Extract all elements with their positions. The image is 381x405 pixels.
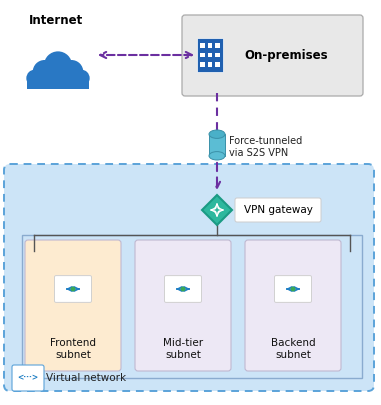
Text: VPN gateway: VPN gateway bbox=[243, 205, 312, 215]
Text: Internet: Internet bbox=[29, 14, 83, 27]
Bar bbox=[200, 53, 205, 58]
Circle shape bbox=[291, 287, 295, 291]
Ellipse shape bbox=[209, 130, 225, 139]
Bar bbox=[215, 62, 220, 67]
Bar bbox=[22, 235, 362, 378]
Text: On-premises: On-premises bbox=[245, 49, 328, 62]
FancyBboxPatch shape bbox=[274, 275, 312, 303]
Bar bbox=[27, 75, 90, 90]
Bar bbox=[208, 43, 212, 48]
Text: Virtual network: Virtual network bbox=[46, 373, 126, 383]
Bar bbox=[200, 62, 205, 67]
Text: Mid-tier
subnet: Mid-tier subnet bbox=[163, 338, 203, 360]
FancyBboxPatch shape bbox=[245, 240, 341, 371]
Bar bbox=[200, 43, 205, 48]
FancyBboxPatch shape bbox=[12, 365, 44, 391]
FancyBboxPatch shape bbox=[25, 240, 121, 371]
Text: Frontend
subnet: Frontend subnet bbox=[50, 338, 96, 360]
Text: <···>: <···> bbox=[18, 373, 38, 382]
Bar bbox=[197, 38, 223, 72]
Bar bbox=[215, 43, 220, 48]
Ellipse shape bbox=[209, 151, 225, 160]
FancyBboxPatch shape bbox=[54, 275, 91, 303]
FancyBboxPatch shape bbox=[165, 275, 202, 303]
Circle shape bbox=[181, 287, 185, 291]
Circle shape bbox=[71, 287, 75, 291]
Bar bbox=[215, 53, 220, 58]
FancyBboxPatch shape bbox=[4, 164, 374, 391]
Bar bbox=[208, 62, 212, 67]
Text: Force-tunneled
via S2S VPN: Force-tunneled via S2S VPN bbox=[229, 136, 302, 158]
FancyBboxPatch shape bbox=[182, 15, 363, 96]
FancyBboxPatch shape bbox=[135, 240, 231, 371]
Bar bbox=[208, 53, 212, 58]
Polygon shape bbox=[202, 195, 232, 225]
FancyBboxPatch shape bbox=[235, 198, 321, 222]
Text: Backend
subnet: Backend subnet bbox=[271, 338, 315, 360]
Bar bbox=[209, 134, 225, 156]
